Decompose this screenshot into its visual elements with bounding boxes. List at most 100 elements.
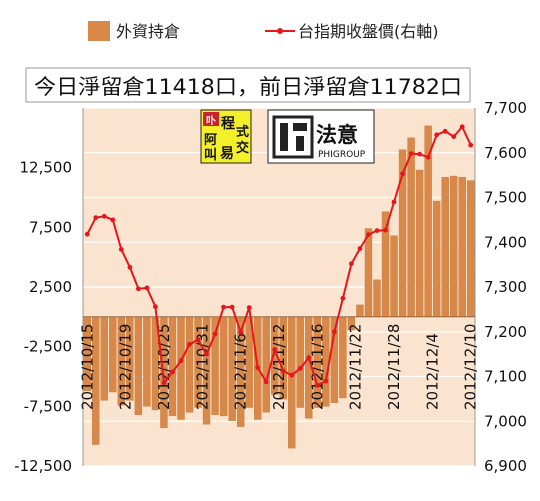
legend-bar-label: 外資持倉 <box>116 22 180 41</box>
bar <box>288 316 296 449</box>
price-point <box>101 213 107 219</box>
price-point <box>246 305 252 310</box>
bar <box>390 235 398 318</box>
x-tick-label: 2012/11/28 <box>385 324 403 410</box>
price-point <box>229 304 235 310</box>
right-tick-label: 7,500 <box>484 189 527 207</box>
price-point <box>161 380 167 386</box>
left-tick-label: 7,500 <box>29 218 72 236</box>
price-point <box>425 154 431 160</box>
x-tick-label: 2012/10/15 <box>78 324 96 410</box>
right-tick-label: 7,100 <box>484 368 527 386</box>
x-tick-label: 2012/12/4 <box>423 333 441 410</box>
line-series <box>84 124 474 388</box>
price-point <box>263 379 269 385</box>
price-point <box>366 232 371 238</box>
headline-text: 今日淨留倉11418口，前日淨留倉11782口 <box>34 75 462 99</box>
bar <box>296 316 304 408</box>
price-point <box>127 264 133 270</box>
price-point <box>434 132 440 138</box>
right-tick-label: 7,700 <box>484 99 527 117</box>
price-point <box>170 369 175 375</box>
price-line <box>86 124 472 387</box>
logo-char: 程 <box>221 116 235 132</box>
bar <box>339 316 347 399</box>
x-tick-label: 2012/10/31 <box>193 324 211 410</box>
price-point <box>238 329 244 335</box>
price-point <box>178 358 184 364</box>
bar <box>458 177 466 318</box>
x-tick-labels: 2012/10/15 2012/10/19 2012/10/25 2012/10/31… <box>78 324 479 410</box>
bar <box>356 304 364 318</box>
bar <box>185 316 194 413</box>
price-point <box>212 331 218 337</box>
bar <box>143 316 151 407</box>
logo-char: 式 <box>236 124 249 140</box>
logo-yellow-box <box>200 109 252 164</box>
price-point <box>195 337 201 343</box>
logo-char: 交 <box>236 140 249 156</box>
logo-char: 阿 <box>204 133 217 148</box>
price-point <box>374 228 380 234</box>
logo-emblem-bar <box>296 136 304 151</box>
bar <box>441 177 449 318</box>
legend-bar-swatch <box>88 21 110 41</box>
bar <box>432 200 441 318</box>
bar <box>450 175 458 318</box>
price-point <box>93 215 99 221</box>
price-point <box>459 124 465 130</box>
bar <box>100 316 108 401</box>
price-point <box>400 171 405 177</box>
left-tick-label: 2,500 <box>29 278 72 296</box>
left-tick-labels: 12,500 7,500 2,500 -2,500 -7,500 -12,500 <box>14 159 72 475</box>
left-tick-label: -2,500 <box>24 338 72 356</box>
bar <box>219 316 228 417</box>
right-tick-label: 7,600 <box>484 144 527 162</box>
price-point <box>204 351 210 357</box>
price-point <box>153 304 158 310</box>
right-tick-labels: 7,700 7,600 7,500 7,400 7,300 7,200 7,100 7,000… <box>484 99 527 475</box>
logo-chengshi: 卟 程 式 阿 叫 易 交 <box>200 109 252 164</box>
price-point <box>340 295 346 301</box>
price-point <box>451 134 457 140</box>
price-point <box>289 372 295 378</box>
price-point <box>272 347 278 352</box>
logo-mark-glyph: 卟 <box>206 114 216 127</box>
bar <box>415 169 424 318</box>
legend-line-label: 台指期收盤價(右軸) <box>298 22 439 41</box>
logo-char: 叫 <box>204 147 217 163</box>
bar <box>134 316 143 415</box>
price-point <box>118 247 124 252</box>
price-point <box>136 286 141 292</box>
price-point <box>84 231 90 237</box>
right-tick-label: 7,200 <box>484 323 527 341</box>
price-point <box>221 304 227 310</box>
x-tick-label: 2012/10/25 <box>155 324 173 410</box>
price-point <box>357 246 363 251</box>
price-point <box>187 341 192 347</box>
bar <box>177 316 185 420</box>
x-tick-label: 2012/11/16 <box>308 324 326 410</box>
bar-series <box>83 125 475 449</box>
price-point <box>349 261 354 267</box>
bar <box>467 180 475 318</box>
logo-phigroup: 法意 PHIGROUP <box>267 109 375 164</box>
price-point <box>314 383 320 388</box>
right-tick-label: 7,300 <box>484 278 527 296</box>
logo-red-mark <box>203 112 219 126</box>
headline-box: 今日淨留倉11418口，前日淨留倉11782口 <box>25 67 471 103</box>
price-point <box>323 378 329 384</box>
x-tick-label: 2012/11/6 <box>232 333 250 410</box>
price-point <box>280 368 286 374</box>
price-point <box>442 128 448 134</box>
price-point <box>391 199 397 205</box>
bar <box>373 279 381 318</box>
left-tick-label: 12,500 <box>20 159 73 177</box>
headline-frame <box>25 67 471 103</box>
price-point <box>468 142 474 148</box>
logo-emblem-bar <box>280 123 288 151</box>
logo-brand-sub: PHIGROUP <box>318 150 366 160</box>
bar <box>262 316 270 413</box>
